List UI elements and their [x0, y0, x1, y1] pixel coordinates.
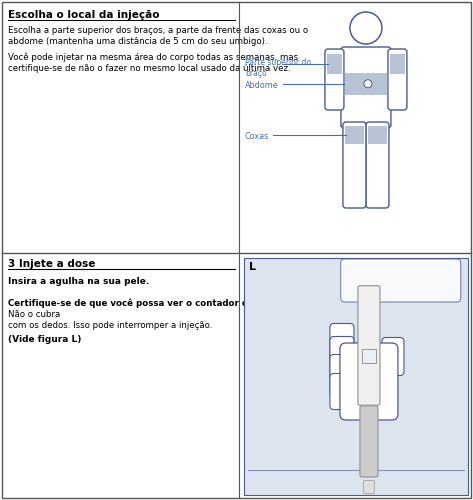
Bar: [390, 54, 405, 74]
FancyBboxPatch shape: [330, 374, 354, 410]
FancyBboxPatch shape: [358, 286, 380, 405]
FancyBboxPatch shape: [382, 338, 404, 376]
Text: Não o cubra: Não o cubra: [8, 310, 60, 319]
Bar: [368, 126, 387, 144]
Text: Escolha a parte superior dos braços, a parte da frente das coxas ou o: Escolha a parte superior dos braços, a p…: [8, 26, 308, 35]
Text: (Vide figura L): (Vide figura L): [8, 335, 81, 344]
Bar: [343, 72, 389, 95]
FancyBboxPatch shape: [366, 122, 389, 208]
FancyBboxPatch shape: [360, 406, 378, 477]
Text: Coxas: Coxas: [245, 132, 269, 141]
Bar: [244, 258, 468, 495]
Bar: [345, 126, 364, 144]
FancyBboxPatch shape: [330, 354, 354, 396]
FancyBboxPatch shape: [325, 49, 344, 110]
Text: 3 Injete a dose: 3 Injete a dose: [8, 259, 96, 269]
Text: abdome (mantenha uma distância de 5 cm do seu umbigo).: abdome (mantenha uma distância de 5 cm d…: [8, 37, 268, 46]
Bar: [327, 54, 342, 74]
FancyBboxPatch shape: [340, 343, 398, 420]
Text: com os dedos. Isso pode interromper a injeção.: com os dedos. Isso pode interromper a in…: [8, 321, 212, 330]
FancyBboxPatch shape: [343, 122, 366, 208]
FancyBboxPatch shape: [330, 336, 354, 380]
Text: Escolha o local da injeção: Escolha o local da injeção: [8, 10, 159, 20]
Text: Você pode injetar na mesma área do corpo todas as semanas, mas: Você pode injetar na mesma área do corpo…: [8, 53, 298, 62]
Text: certifique-se de não o fazer no mesmo local usado da última vez.: certifique-se de não o fazer no mesmo lo…: [8, 64, 290, 73]
Text: Abdome: Abdome: [245, 80, 279, 90]
Text: Insira a agulha na sua pele.: Insira a agulha na sua pele.: [8, 277, 149, 286]
FancyBboxPatch shape: [341, 259, 461, 302]
Text: Parte superior do
braço: Parte superior do braço: [245, 58, 311, 78]
Circle shape: [364, 80, 372, 88]
Bar: [362, 349, 376, 363]
Circle shape: [350, 12, 382, 44]
FancyBboxPatch shape: [363, 480, 375, 494]
Text: L: L: [249, 262, 256, 272]
FancyBboxPatch shape: [341, 47, 391, 128]
FancyBboxPatch shape: [330, 324, 354, 364]
FancyBboxPatch shape: [388, 49, 407, 110]
Text: Certifique-se de que você possa ver o contador de dose.: Certifique-se de que você possa ver o co…: [8, 299, 283, 308]
